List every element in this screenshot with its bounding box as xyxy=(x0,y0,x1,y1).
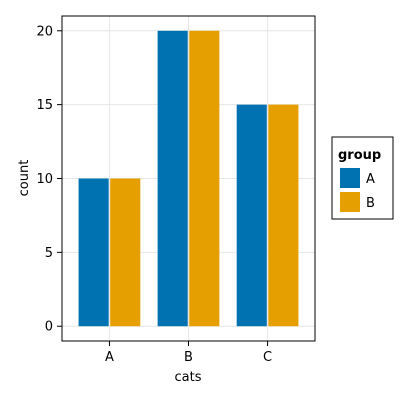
x-axis-ticks: A B C xyxy=(105,341,272,365)
legend: group AB xyxy=(331,136,394,220)
y-tick-label: 5 xyxy=(45,246,53,261)
y-tick-label: 15 xyxy=(36,98,53,113)
x-axis-label: cats xyxy=(175,370,202,385)
legend-swatch-A xyxy=(340,168,360,188)
legend-label: B xyxy=(366,196,375,211)
legend-swatch-B xyxy=(340,192,360,212)
y-tick-label: 20 xyxy=(36,24,53,39)
bar-A-C xyxy=(236,104,267,327)
bars xyxy=(78,30,299,327)
bar-A-B xyxy=(157,30,188,327)
y-axis-label: count xyxy=(17,160,32,197)
bar-A-A xyxy=(78,178,109,327)
y-tick-label: 0 xyxy=(45,320,53,335)
bar-B-C xyxy=(268,104,299,327)
y-tick-label: 10 xyxy=(36,172,53,187)
legend-items: AB xyxy=(340,168,375,212)
legend-title: group xyxy=(338,148,381,163)
bar-B-B xyxy=(189,30,220,327)
legend-label: A xyxy=(366,172,375,187)
y-axis-ticks: 0 5 10 15 20 xyxy=(36,24,62,335)
x-tick-label: A xyxy=(105,350,114,365)
x-tick-label: C xyxy=(263,350,272,365)
bar-B-A xyxy=(110,178,141,327)
x-tick-label: B xyxy=(184,350,193,365)
